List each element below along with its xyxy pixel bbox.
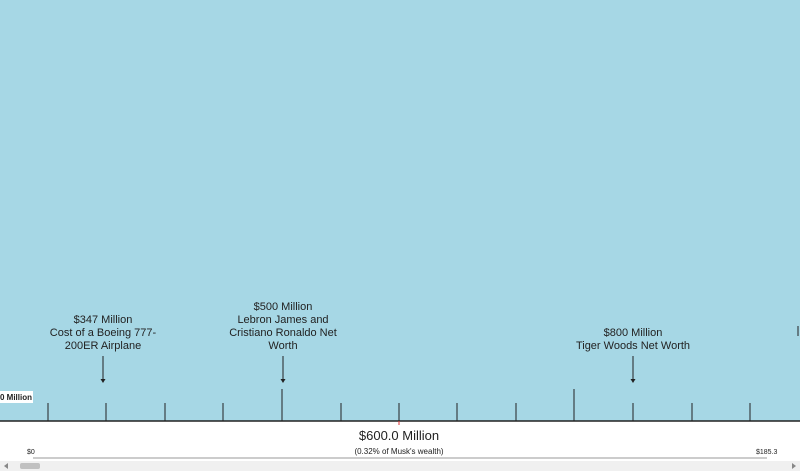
ruler <box>47 326 799 421</box>
share-of-wealth: (0.32% of Musk's wealth) <box>354 447 443 456</box>
annotation-text: Lebron James and <box>237 314 328 326</box>
range-start: $0 <box>27 449 35 456</box>
edge-label-box <box>0 391 33 403</box>
scroll-right[interactable] <box>792 463 796 469</box>
annotation-text: 200ER Airplane <box>65 340 141 352</box>
annotation-text: Cost of a Boeing 777- <box>50 327 157 339</box>
scroll-left[interactable] <box>4 463 8 469</box>
annotation-text: $500 Million <box>254 301 313 313</box>
annotation-text: $347 Million <box>74 314 133 326</box>
sky-area <box>0 0 800 421</box>
range-end: $185.3 <box>756 449 778 456</box>
arrow-head <box>280 379 286 383</box>
current-amount: $600.0 Million <box>359 428 439 443</box>
edge-label: 0 Million <box>0 393 32 402</box>
arrow-head <box>100 379 106 383</box>
scrollbar[interactable] <box>0 461 800 471</box>
scroll-thumb[interactable] <box>20 463 40 469</box>
annotation-text: Worth <box>268 340 297 352</box>
annotation-text: Tiger Woods Net Worth <box>576 340 690 352</box>
annotation-text: $800 Million <box>604 327 663 339</box>
annotation-text: Cristiano Ronaldo Net <box>229 327 337 339</box>
arrow-head <box>630 379 636 383</box>
